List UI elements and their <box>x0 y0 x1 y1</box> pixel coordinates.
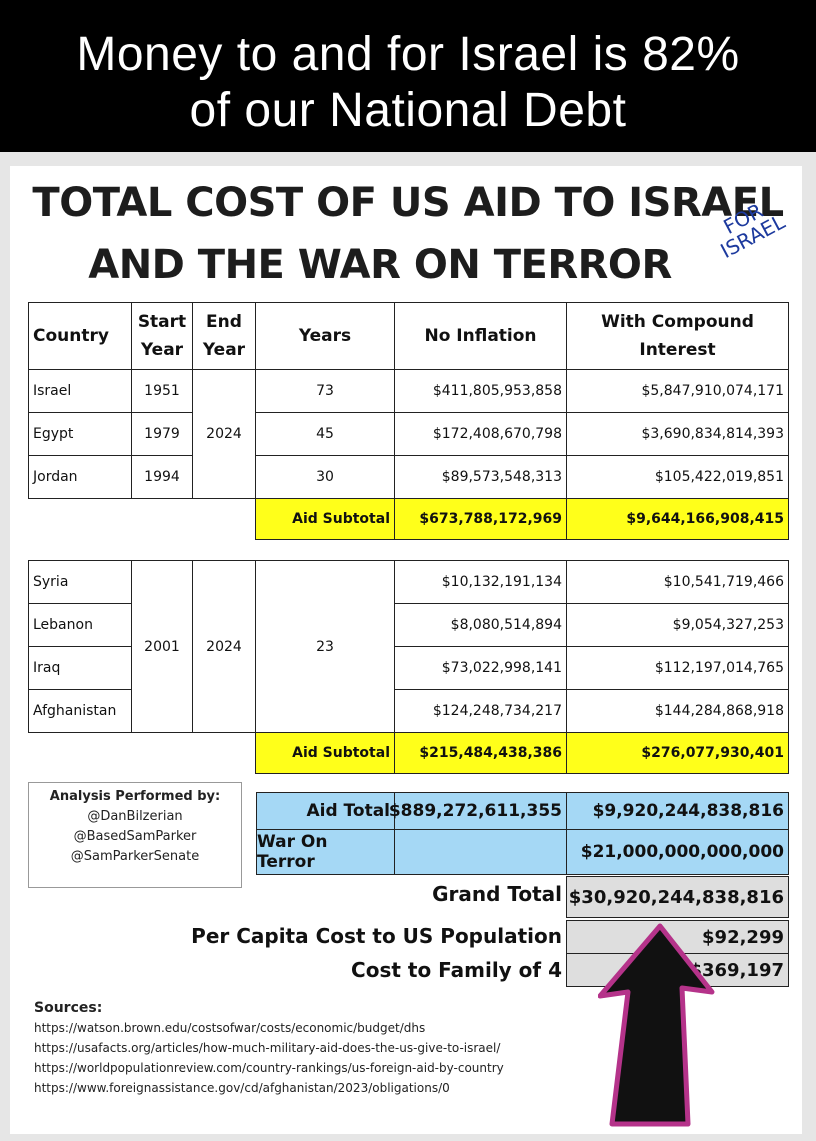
group2-subtotal-label: Aid Subtotal <box>255 732 395 774</box>
header-no-inflation: No Inflation <box>394 302 567 370</box>
row-jordan-start: 1994 <box>131 455 193 499</box>
row-jordan-no-inflation: $89,573,548,313 <box>394 455 567 499</box>
row-egypt-start: 1979 <box>131 412 193 456</box>
aid-total-label: Aid Total <box>256 792 395 830</box>
row-egypt-years: 45 <box>255 412 395 456</box>
aid-total-compound: $9,920,244,838,816 <box>566 792 789 830</box>
row-jordan-country: Jordan <box>28 455 132 499</box>
row-syria-compound: $10,541,719,466 <box>566 560 789 604</box>
sources-list: Sources: https://watson.brown.edu/costso… <box>34 998 624 1098</box>
analysis-credits: Analysis Performed by: @DanBilzerian @Ba… <box>28 782 242 888</box>
row-egypt-country: Egypt <box>28 412 132 456</box>
group1-subtotal-label: Aid Subtotal <box>255 498 395 540</box>
source-link[interactable]: https://watson.brown.edu/costsofwar/cost… <box>34 1021 426 1035</box>
row-lebanon-compound: $9,054,327,253 <box>566 603 789 647</box>
row-israel-no-inflation: $411,805,953,858 <box>394 369 567 413</box>
source-link[interactable]: https://www.foreignassistance.gov/cd/afg… <box>34 1081 450 1095</box>
war-on-terror-blank <box>394 829 567 875</box>
row-israel-start: 1951 <box>131 369 193 413</box>
grand-total-value: $30,920,244,838,816 <box>566 876 789 918</box>
row-egypt-compound: $3,690,834,814,393 <box>566 412 789 456</box>
group2-end-year: 2024 <box>192 560 256 733</box>
aid-total-no-inflation: $889,272,611,355 <box>389 792 567 830</box>
analysis-heading: Analysis Performed by: <box>49 789 221 804</box>
header-start-year: Start Year <box>131 302 193 370</box>
row-israel-years: 73 <box>255 369 395 413</box>
row-syria-country: Syria <box>28 560 132 604</box>
headline-line-2: of our National Debt <box>189 84 627 137</box>
war-on-terror-value: $21,000,000,000,000 <box>566 829 789 875</box>
row-lebanon-country: Lebanon <box>28 603 132 647</box>
group2-years: 23 <box>255 560 395 733</box>
header-end-year: End Year <box>192 302 256 370</box>
source-link[interactable]: https://worldpopulationreview.com/countr… <box>34 1061 504 1075</box>
family-of-4-label: Cost to Family of 4 <box>351 958 562 982</box>
row-iraq-no-inflation: $73,022,998,141 <box>394 646 567 690</box>
row-jordan-years: 30 <box>255 455 395 499</box>
group1-subtotal-compound: $9,644,166,908,415 <box>566 498 789 540</box>
title-line-1: TOTAL COST OF US AID TO ISRAEL <box>32 180 784 226</box>
row-iraq-country: Iraq <box>28 646 132 690</box>
title-line-2: AND THE WAR ON TERROR <box>88 242 672 288</box>
up-arrow-icon <box>598 923 715 1127</box>
group2-subtotal-no-inflation: $215,484,438,386 <box>394 732 567 774</box>
headline-line-1: Money to and for Israel is 82% <box>76 28 740 81</box>
header-compound: With Compound Interest <box>566 302 789 370</box>
analysis-name: @BasedSamParker <box>73 829 197 844</box>
group2-start-year: 2001 <box>131 560 193 733</box>
row-afghanistan-no-inflation: $124,248,734,217 <box>394 689 567 733</box>
row-afghanistan-compound: $144,284,868,918 <box>566 689 789 733</box>
row-syria-no-inflation: $10,132,191,134 <box>394 560 567 604</box>
row-israel-country: Israel <box>28 369 132 413</box>
group2-subtotal-compound: $276,077,930,401 <box>566 732 789 774</box>
header-country: Country <box>28 302 132 370</box>
war-on-terror-label: War On Terror <box>256 829 395 875</box>
row-egypt-no-inflation: $172,408,670,798 <box>394 412 567 456</box>
row-lebanon-no-inflation: $8,080,514,894 <box>394 603 567 647</box>
source-link[interactable]: https://usafacts.org/articles/how-much-m… <box>34 1041 501 1055</box>
row-iraq-compound: $112,197,014,765 <box>566 646 789 690</box>
group1-subtotal-no-inflation: $673,788,172,969 <box>394 498 567 540</box>
headline-banner: Money to and for Israel is 82% of our Na… <box>0 0 816 152</box>
row-afghanistan-country: Afghanistan <box>28 689 132 733</box>
analysis-name: @SamParkerSenate <box>70 849 200 864</box>
row-jordan-compound: $105,422,019,851 <box>566 455 789 499</box>
analysis-name: @DanBilzerian <box>87 809 183 824</box>
group1-end-year: 2024 <box>192 369 256 499</box>
per-capita-label: Per Capita Cost to US Population <box>191 924 562 948</box>
sources-heading: Sources: <box>34 1000 103 1016</box>
grand-total-label: Grand Total <box>432 882 562 906</box>
header-years: Years <box>255 302 395 370</box>
per-capita-value: $92,299 <box>566 920 789 954</box>
row-israel-compound: $5,847,910,074,171 <box>566 369 789 413</box>
